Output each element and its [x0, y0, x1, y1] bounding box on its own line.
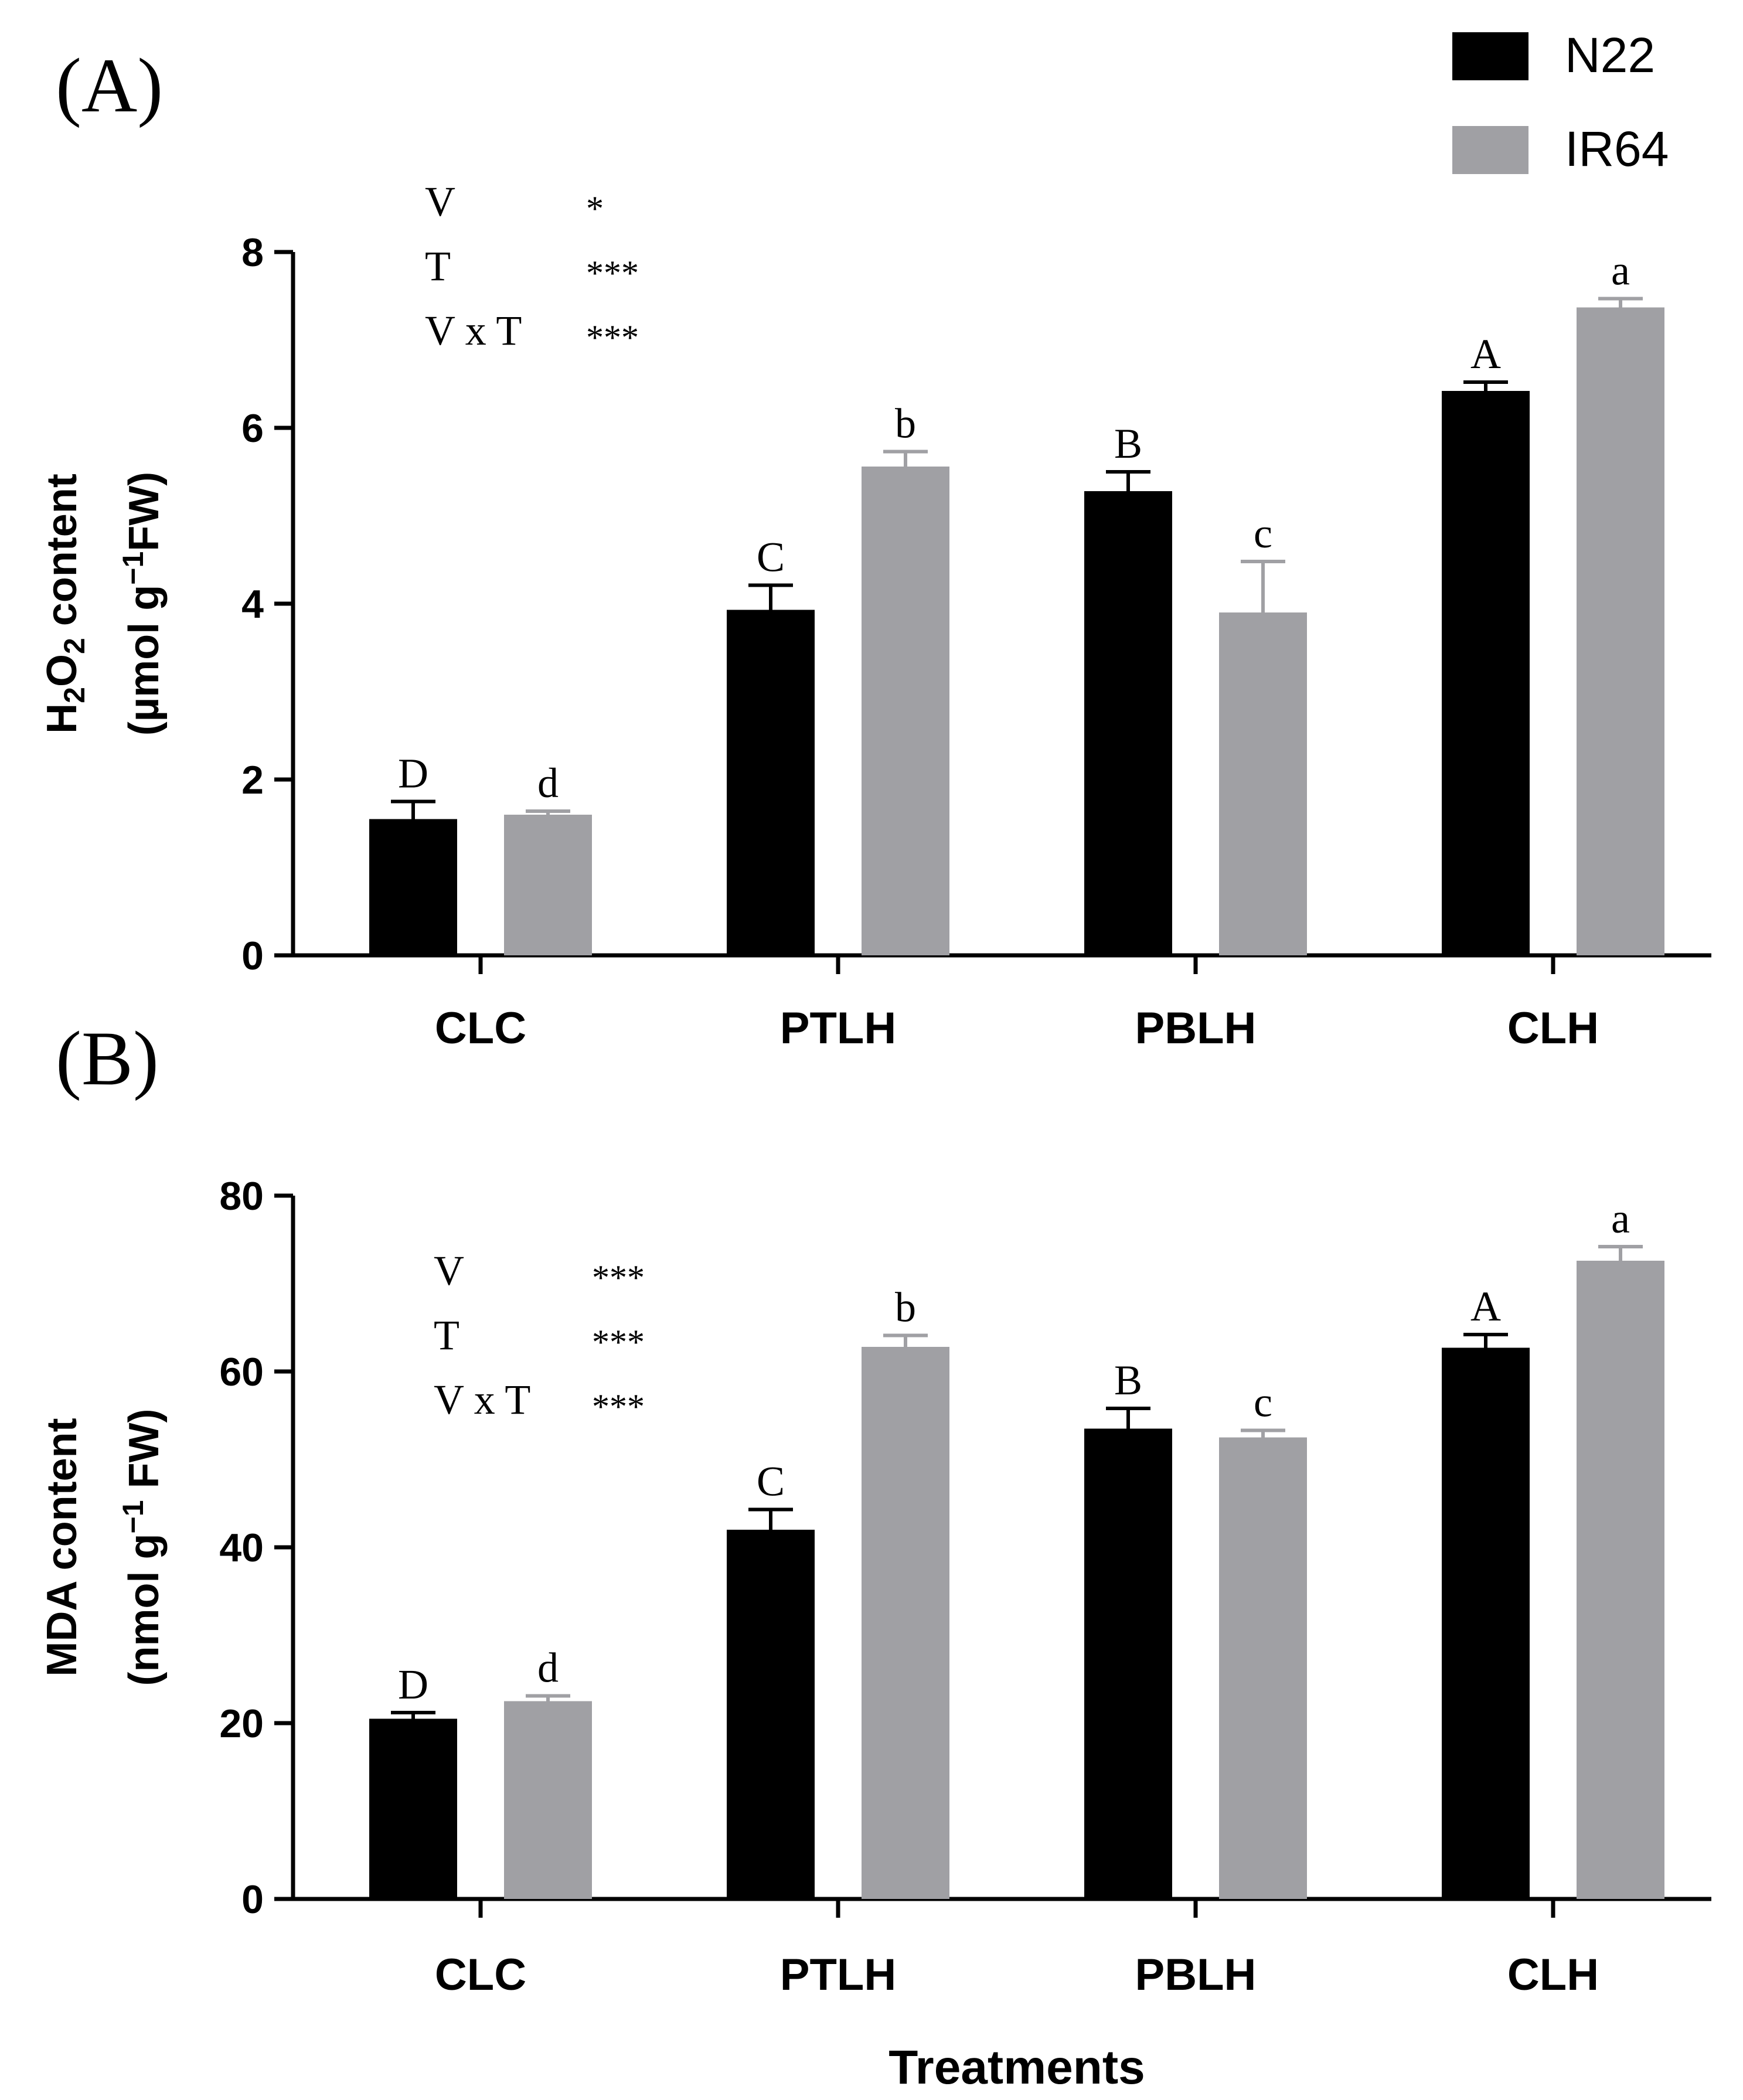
- significance-letter: A: [1470, 1283, 1501, 1330]
- significance-letter: b: [895, 1284, 916, 1331]
- y-axis-label-line-2: (µmol g−1FW): [117, 472, 168, 736]
- x-tick-label: CLC: [435, 1003, 526, 1053]
- stats-factor: V: [425, 178, 455, 225]
- bar: [504, 815, 592, 955]
- panel-label: (B): [56, 1015, 159, 1101]
- y-tick-label: 6: [241, 406, 264, 451]
- x-tick-label: PBLH: [1135, 1003, 1257, 1053]
- y-tick-label: 60: [219, 1350, 264, 1394]
- bar: [1219, 1437, 1307, 1899]
- y-axis-label-part: MDA content: [39, 1418, 86, 1676]
- chart-panel-b: (B) MDA content (nmol g−1 FW) 0 20 40 60 80 CLC P…: [39, 1015, 1711, 2094]
- x-tick-label: CLH: [1507, 1003, 1599, 1053]
- y-axis-label-line-2: (nmol g−1 FW): [117, 1409, 168, 1686]
- x-tick-label: PBLH: [1135, 1950, 1257, 2000]
- bar: [1084, 491, 1172, 955]
- y-axis-label-part: content: [39, 474, 86, 638]
- stats-factor: V x T: [434, 1376, 530, 1423]
- y-axis-label-part: 2: [58, 638, 91, 654]
- y-tick-label: 2: [241, 758, 264, 802]
- x-tick-label: PTLH: [780, 1950, 896, 2000]
- y-axis-label-line-1: H2O2 content: [39, 474, 91, 734]
- y-axis-label-part: H: [39, 703, 86, 734]
- stats-significance: ***: [586, 318, 639, 357]
- y-tick-label: 80: [219, 1174, 264, 1219]
- bar: [1577, 307, 1664, 955]
- significance-letter: B: [1114, 420, 1142, 467]
- stats-significance: *: [586, 189, 604, 228]
- significance-letter: C: [757, 534, 785, 581]
- significance-letter: c: [1254, 1379, 1272, 1426]
- stats-significance: ***: [592, 1387, 645, 1426]
- bar: [727, 1530, 815, 1899]
- stats-factor: V: [434, 1247, 464, 1294]
- panel-label: (A): [56, 42, 163, 128]
- y-tick-label: 4: [241, 582, 264, 627]
- stats-factor: V x T: [425, 307, 522, 354]
- y-axis-label-part: −1: [117, 1500, 149, 1533]
- x-tick-label: CLH: [1507, 1950, 1599, 2000]
- significance-letter: b: [895, 400, 916, 447]
- legend: N22 IR64: [1452, 28, 1669, 176]
- bar: [1442, 391, 1530, 955]
- y-axis-label-part: (nmol g: [121, 1533, 168, 1686]
- y-tick-label: 20: [219, 1701, 264, 1746]
- significance-letter: a: [1611, 247, 1630, 294]
- x-tick-label: PTLH: [780, 1003, 896, 1053]
- y-tick-label: 0: [241, 1877, 264, 1922]
- significance-letter: C: [757, 1458, 785, 1505]
- stats-significance: ***: [592, 1323, 645, 1362]
- significance-letter: d: [537, 760, 559, 806]
- y-axis-label-part: O: [39, 654, 86, 687]
- y-axis-label-part: 2: [58, 687, 91, 703]
- bar: [727, 610, 815, 955]
- y-axis-label-part: (µmol g: [121, 585, 168, 736]
- bar: [1219, 612, 1307, 955]
- bar: [862, 467, 949, 955]
- stats-significance: ***: [586, 254, 639, 292]
- y-axis-label-part: FW): [121, 472, 168, 552]
- bar: [369, 819, 457, 955]
- significance-letter: D: [398, 1661, 428, 1708]
- significance-letter: a: [1611, 1195, 1630, 1242]
- stats-factor: T: [434, 1312, 459, 1359]
- bar: [1084, 1428, 1172, 1899]
- legend-swatch: [1452, 126, 1528, 174]
- y-axis-label-part: −1: [117, 552, 149, 585]
- significance-letter: D: [398, 750, 428, 797]
- x-axis-title: Treatments: [888, 2041, 1145, 2094]
- x-tick-label: CLC: [435, 1950, 526, 2000]
- y-tick-label: 40: [219, 1526, 264, 1570]
- bar: [862, 1347, 949, 1899]
- significance-letter: d: [537, 1645, 559, 1691]
- stats-factor: T: [425, 243, 451, 290]
- y-axis-label-line-1: MDA content: [39, 1418, 86, 1676]
- bar: [504, 1701, 592, 1899]
- legend-label: IR64: [1565, 121, 1669, 176]
- stats-significance: ***: [592, 1258, 645, 1297]
- significance-letter: c: [1254, 510, 1272, 557]
- y-tick-label: 0: [241, 934, 264, 978]
- y-tick-label: 8: [241, 230, 264, 275]
- legend-label: N22: [1565, 28, 1655, 83]
- bar: [1577, 1261, 1664, 1899]
- significance-letter: A: [1470, 331, 1501, 377]
- significance-letter: B: [1114, 1357, 1142, 1404]
- y-axis-label-part: FW): [121, 1409, 168, 1500]
- legend-swatch: [1452, 32, 1528, 80]
- bar: [1442, 1347, 1530, 1899]
- bar: [369, 1718, 457, 1899]
